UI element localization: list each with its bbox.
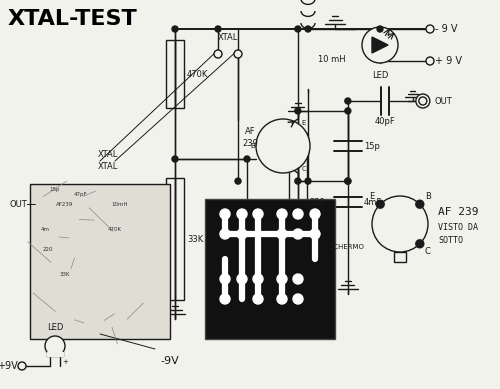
Text: -9V: -9V	[160, 356, 180, 366]
Circle shape	[310, 209, 320, 219]
Text: XTAL: XTAL	[98, 162, 118, 171]
Circle shape	[220, 294, 230, 304]
Text: 47pF: 47pF	[263, 222, 284, 231]
Circle shape	[295, 178, 301, 184]
Polygon shape	[372, 37, 388, 53]
Text: B: B	[250, 143, 254, 149]
Circle shape	[237, 209, 247, 219]
Circle shape	[244, 156, 250, 162]
Text: XTAL-TEST: XTAL-TEST	[8, 9, 138, 29]
Text: 33K: 33K	[60, 272, 70, 277]
Circle shape	[18, 362, 26, 370]
Text: +9V: +9V	[0, 361, 18, 371]
Circle shape	[305, 178, 311, 184]
Text: 10mH: 10mH	[112, 202, 128, 207]
Text: E: E	[370, 192, 375, 201]
Circle shape	[237, 274, 247, 284]
Circle shape	[295, 108, 301, 114]
Text: 10 mH: 10 mH	[318, 54, 345, 63]
Circle shape	[220, 209, 230, 219]
Circle shape	[372, 196, 428, 252]
Circle shape	[214, 50, 222, 58]
Circle shape	[172, 156, 178, 162]
Circle shape	[253, 294, 263, 304]
Circle shape	[277, 294, 287, 304]
Circle shape	[220, 229, 230, 239]
Circle shape	[305, 26, 311, 32]
Circle shape	[345, 178, 351, 184]
Circle shape	[293, 274, 303, 284]
Polygon shape	[47, 352, 63, 356]
Circle shape	[416, 94, 430, 108]
Text: VISTO DA: VISTO DA	[438, 223, 478, 231]
Bar	[166, 40, 184, 108]
Text: 470K: 470K	[108, 226, 122, 231]
Text: LED: LED	[372, 71, 388, 80]
Text: 220: 220	[43, 247, 53, 252]
Bar	[289, 133, 307, 272]
Circle shape	[419, 97, 427, 105]
Text: 4mF: 4mF	[364, 198, 382, 207]
Text: AF 239: AF 239	[438, 207, 478, 217]
Text: + 9 V: + 9 V	[435, 56, 462, 66]
Circle shape	[345, 108, 351, 114]
Text: 220: 220	[310, 198, 326, 207]
Circle shape	[234, 50, 242, 58]
Circle shape	[310, 229, 320, 239]
Circle shape	[253, 274, 263, 284]
Circle shape	[345, 98, 351, 104]
Bar	[394, 252, 406, 262]
Text: - 9 V: - 9 V	[435, 24, 458, 34]
Text: XTAL: XTAL	[98, 150, 118, 159]
Circle shape	[172, 26, 178, 32]
Text: AF239: AF239	[56, 202, 74, 207]
Text: 47pF: 47pF	[73, 191, 87, 196]
Text: C: C	[302, 166, 306, 172]
Circle shape	[295, 26, 301, 32]
Circle shape	[235, 178, 241, 184]
Circle shape	[345, 178, 351, 184]
Text: 239: 239	[242, 138, 258, 147]
Text: 15p: 15p	[50, 186, 60, 191]
Circle shape	[277, 229, 287, 239]
Text: C: C	[425, 247, 430, 256]
Circle shape	[256, 119, 310, 173]
Circle shape	[293, 294, 303, 304]
Text: +: +	[62, 359, 68, 365]
Text: 15p: 15p	[364, 142, 380, 151]
Circle shape	[293, 209, 303, 219]
Text: 33K: 33K	[187, 235, 203, 244]
Bar	[205, 199, 335, 339]
Circle shape	[45, 336, 65, 356]
Text: XTAL: XTAL	[218, 33, 238, 42]
Text: 4m: 4m	[40, 226, 50, 231]
Circle shape	[362, 27, 398, 63]
Circle shape	[253, 209, 263, 219]
Text: E: E	[302, 120, 306, 126]
Circle shape	[277, 274, 287, 284]
Text: AF: AF	[246, 126, 256, 135]
Circle shape	[426, 25, 434, 33]
Text: OUT: OUT	[435, 96, 452, 105]
Circle shape	[426, 57, 434, 65]
Circle shape	[220, 274, 230, 284]
Circle shape	[376, 200, 384, 208]
Text: 470K: 470K	[187, 70, 208, 79]
Bar	[30, 184, 170, 339]
Text: LED: LED	[47, 323, 63, 332]
Text: B: B	[425, 192, 430, 201]
Circle shape	[293, 229, 303, 239]
Text: 40pF: 40pF	[375, 117, 396, 126]
Text: SCHERMO: SCHERMO	[329, 244, 364, 250]
Text: OUT: OUT	[9, 200, 27, 209]
Circle shape	[377, 26, 383, 32]
Circle shape	[416, 240, 424, 248]
Circle shape	[215, 26, 221, 32]
Circle shape	[277, 209, 287, 219]
Circle shape	[237, 229, 247, 239]
Bar	[166, 178, 184, 300]
Circle shape	[416, 200, 424, 208]
Text: SOTTO: SOTTO	[438, 235, 463, 245]
